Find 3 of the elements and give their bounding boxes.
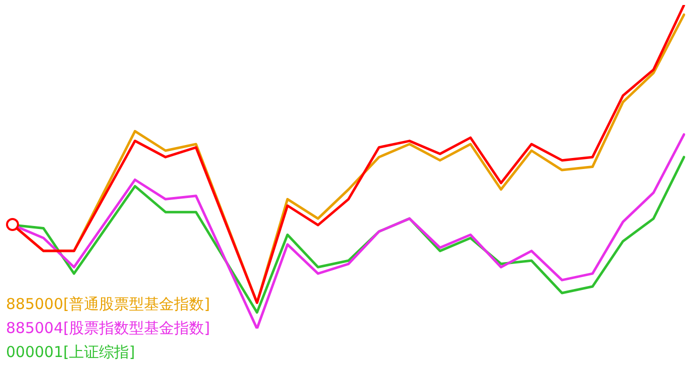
text: 885004[股票指数型基金指数]: [6, 318, 210, 339]
text: 885000[普通股票型基金指数]: [6, 294, 210, 315]
text: 000001[上证综指]: [6, 342, 136, 363]
